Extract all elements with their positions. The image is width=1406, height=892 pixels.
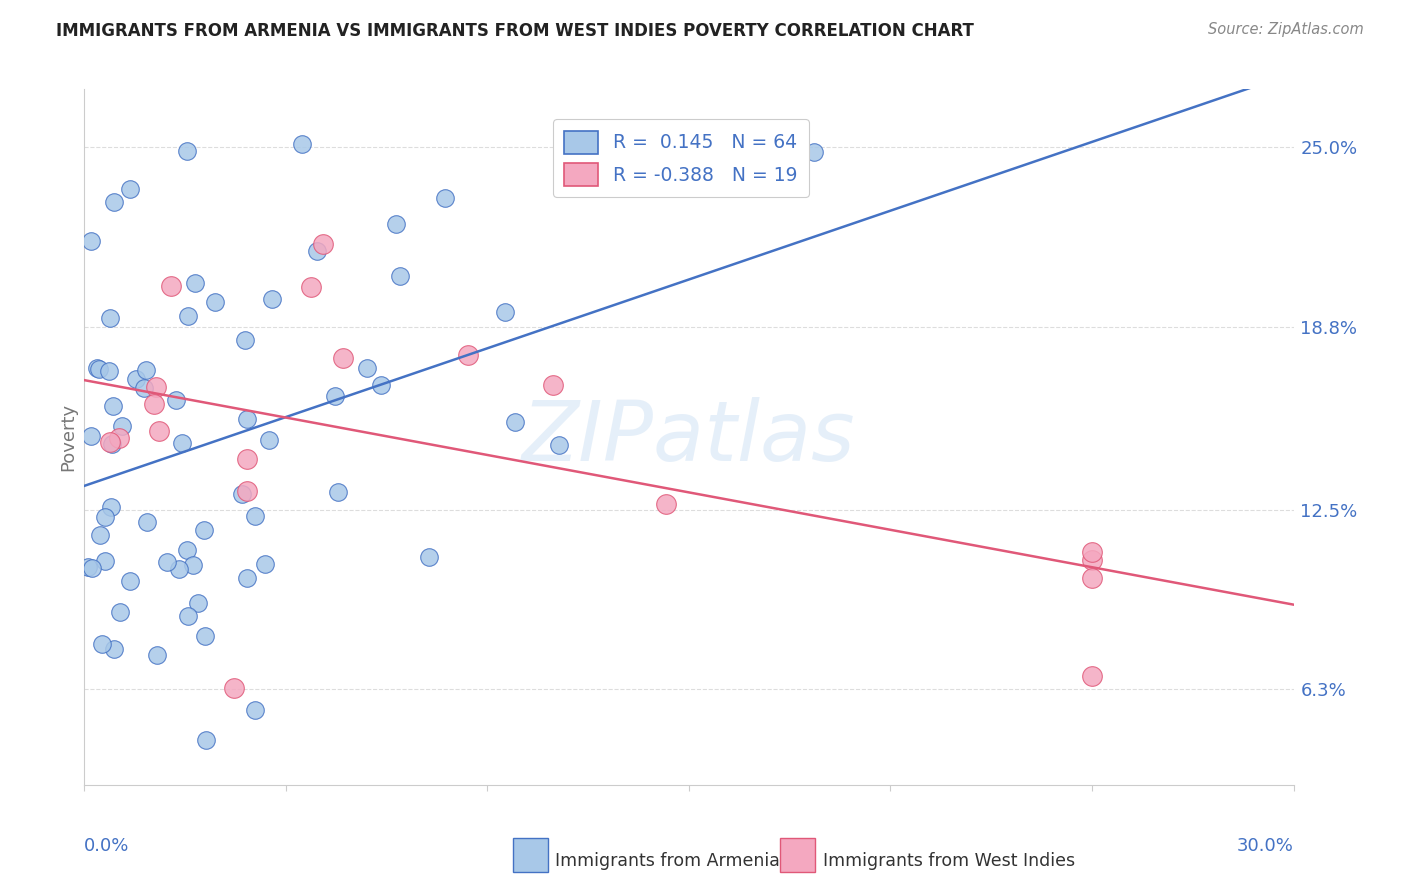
- Point: [253, 557, 276, 571]
- Text: Immigrants from Armenia: Immigrants from Armenia: [555, 852, 780, 870]
- Point: [98, 310, 121, 325]
- Point: [434, 191, 457, 205]
- Point: [312, 237, 335, 252]
- Point: [80, 561, 103, 575]
- Point: [135, 515, 157, 529]
- Point: [118, 182, 141, 196]
- Point: [505, 415, 527, 429]
- Point: [142, 397, 165, 411]
- Point: [97, 364, 120, 378]
- Point: [236, 452, 259, 467]
- Text: 30.0%: 30.0%: [1237, 837, 1294, 855]
- Point: [332, 351, 354, 365]
- Point: [145, 380, 167, 394]
- Point: [389, 268, 412, 283]
- Point: [291, 137, 314, 152]
- Point: [187, 596, 209, 610]
- Point: [80, 429, 103, 443]
- Point: [326, 485, 349, 500]
- Point: [167, 562, 190, 576]
- Point: [323, 389, 346, 403]
- Point: [204, 294, 226, 309]
- Point: [148, 424, 170, 438]
- Point: [160, 279, 183, 293]
- Point: [231, 487, 253, 501]
- Point: [100, 500, 122, 514]
- Point: [87, 362, 110, 376]
- Point: [111, 419, 134, 434]
- Point: [195, 733, 218, 747]
- Point: [243, 509, 266, 524]
- Point: [101, 437, 124, 451]
- Point: [356, 360, 378, 375]
- Point: [176, 145, 198, 159]
- Point: [541, 377, 564, 392]
- Point: [1081, 545, 1104, 559]
- Point: [94, 554, 117, 568]
- Text: 0.0%: 0.0%: [84, 837, 129, 855]
- Point: [91, 637, 114, 651]
- Point: [194, 629, 217, 643]
- Point: [94, 509, 117, 524]
- Point: [165, 393, 187, 408]
- Point: [235, 334, 257, 348]
- Point: [236, 571, 259, 585]
- Point: [193, 523, 215, 537]
- Point: [1081, 669, 1104, 683]
- Point: [146, 648, 169, 662]
- Point: [385, 217, 408, 231]
- Point: [172, 436, 194, 450]
- Point: [177, 609, 200, 624]
- Point: [222, 681, 245, 696]
- Point: [103, 642, 125, 657]
- Point: [86, 360, 108, 375]
- Text: Immigrants from West Indies: Immigrants from West Indies: [823, 852, 1074, 870]
- Point: [457, 348, 479, 362]
- Point: [98, 435, 121, 450]
- Point: [183, 276, 205, 290]
- Point: [183, 558, 205, 572]
- Point: [101, 399, 124, 413]
- Point: [418, 549, 440, 564]
- Point: [132, 381, 155, 395]
- Point: [257, 434, 280, 448]
- Point: [79, 234, 101, 248]
- Point: [118, 574, 141, 588]
- Y-axis label: Poverty: Poverty: [59, 403, 77, 471]
- Point: [260, 292, 283, 306]
- Point: [176, 543, 198, 558]
- Point: [89, 528, 111, 542]
- Point: [135, 363, 157, 377]
- Point: [370, 377, 392, 392]
- Point: [1081, 553, 1104, 567]
- Text: Source: ZipAtlas.com: Source: ZipAtlas.com: [1208, 22, 1364, 37]
- Point: [243, 703, 266, 717]
- Point: [655, 497, 678, 511]
- Legend: R =  0.145   N = 64, R = -0.388   N = 19: R = 0.145 N = 64, R = -0.388 N = 19: [553, 120, 808, 197]
- Text: ZIPatlas: ZIPatlas: [522, 397, 856, 477]
- Point: [103, 195, 125, 210]
- Point: [125, 372, 148, 386]
- Point: [548, 438, 571, 452]
- Text: IMMIGRANTS FROM ARMENIA VS IMMIGRANTS FROM WEST INDIES POVERTY CORRELATION CHART: IMMIGRANTS FROM ARMENIA VS IMMIGRANTS FR…: [56, 22, 974, 40]
- Point: [107, 432, 129, 446]
- Point: [299, 279, 322, 293]
- Point: [156, 555, 179, 569]
- Point: [803, 145, 825, 159]
- Point: [1081, 571, 1104, 585]
- Point: [236, 484, 259, 499]
- Point: [236, 412, 259, 426]
- Point: [177, 309, 200, 323]
- Point: [108, 605, 131, 619]
- Point: [307, 244, 329, 258]
- Point: [77, 559, 100, 574]
- Point: [494, 305, 516, 319]
